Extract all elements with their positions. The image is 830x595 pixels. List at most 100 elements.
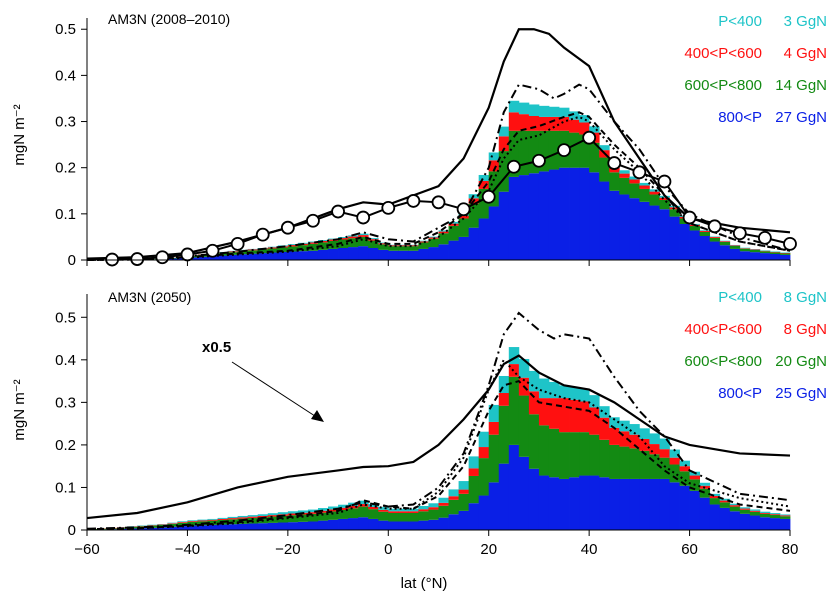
bar-segment [639, 450, 650, 479]
bar-segment [177, 522, 188, 523]
bar-segment [579, 134, 590, 168]
bar-segment [779, 515, 791, 517]
bar-segment [418, 520, 429, 530]
axes-top: 0 0.1 0.2 0.3 0.4 0.5 [55, 18, 791, 269]
bar-segment [619, 194, 630, 260]
bar-segment [639, 428, 650, 439]
bar-segment [599, 145, 610, 151]
bar-segment [629, 448, 640, 479]
bar-segment [468, 503, 480, 530]
bar-segment [207, 520, 218, 525]
bar-segment [518, 456, 530, 530]
bar-segment [328, 506, 339, 510]
bar-segment [759, 253, 771, 260]
bar-segment [609, 190, 620, 260]
bar-segment [498, 126, 510, 137]
bar-segment [769, 513, 781, 515]
legend-total: 8 GgN [784, 289, 827, 306]
bar-segment [518, 395, 530, 457]
bar-segment [267, 246, 279, 248]
observation-marker [255, 227, 270, 242]
bar-segment [418, 242, 429, 249]
bar-segment [548, 130, 560, 170]
bar-segment [589, 407, 600, 435]
observation-marker [331, 204, 345, 219]
bar-segment [438, 233, 449, 245]
bar-segment [629, 198, 640, 260]
bar-segment [478, 188, 490, 219]
bar-segment [378, 511, 389, 521]
bar-segment [167, 523, 178, 524]
bar-segment [338, 510, 349, 519]
bar-segment [569, 432, 580, 478]
bar-segment [659, 449, 670, 458]
bar-segment [488, 206, 500, 260]
bar-segment [167, 523, 178, 527]
bar-segment [739, 513, 751, 530]
bar-segment [167, 522, 178, 524]
observation-marker [130, 252, 145, 266]
bar-segment [217, 517, 228, 519]
x-tick-label: 0 [384, 541, 392, 558]
bar-segment [759, 511, 771, 513]
bar-segment [699, 230, 711, 231]
legend-top: P<400 3 GgN 400<P<600 4 GgN 600<P<800 14 GgN 8… [684, 13, 827, 126]
bar-segment [368, 518, 379, 530]
bar-segment [147, 527, 158, 530]
bar-segment [559, 478, 570, 530]
bar-segment [187, 522, 198, 526]
bar-segment [659, 200, 670, 210]
bar-segment [368, 240, 379, 248]
bar-segment [358, 500, 369, 505]
bar-segment [207, 256, 218, 260]
bar-segment [348, 238, 359, 248]
bar-segment [528, 130, 540, 174]
bar-segment [388, 508, 399, 512]
bar-segment [368, 248, 379, 260]
bar-segment [589, 172, 600, 260]
bar-segment [227, 516, 239, 519]
bar-segment [328, 240, 339, 249]
bar-segment [217, 518, 228, 520]
bar-segment [438, 497, 449, 503]
bar-segment [428, 503, 439, 508]
bar-segment [478, 458, 490, 496]
y-tick-label: 0.3 [55, 394, 76, 411]
bar-segment [277, 251, 289, 260]
bar-segment [468, 227, 480, 260]
bar-segment [418, 506, 429, 510]
bar-segment [358, 504, 369, 507]
bar-segment [508, 130, 520, 177]
observation-marker [155, 250, 170, 265]
bar-segment [579, 401, 590, 433]
bar-segment [749, 511, 761, 516]
y-axis-label-bottom: mgN m⁻² [11, 379, 28, 440]
bar-segment [709, 495, 721, 499]
bar-segment [719, 502, 731, 508]
bar-segment [247, 250, 259, 254]
bar-segment [378, 249, 389, 260]
bar-segment [167, 526, 178, 530]
bar-segment [749, 252, 761, 260]
bar-segment [498, 463, 510, 530]
bar-segment [488, 434, 500, 483]
bar-segment [709, 493, 721, 496]
bar-segment [438, 505, 449, 518]
x-tick-label: −40 [175, 541, 200, 558]
bar-segment [518, 358, 530, 378]
bar-segment [358, 235, 369, 237]
bar-segment [569, 399, 580, 433]
bar-segment [629, 424, 640, 435]
bar-segment [739, 508, 751, 510]
bar-segment [328, 248, 339, 260]
y-tick-label: 0.5 [55, 309, 76, 326]
bar-segment [307, 521, 319, 530]
bar-segment [508, 364, 520, 377]
y-tick-label: 0.2 [55, 437, 76, 454]
x-tick-label: 20 [480, 541, 497, 558]
line-dashed [86, 379, 791, 531]
bar-segment [348, 505, 359, 509]
bar-segment [358, 517, 369, 530]
bar-segment [388, 511, 399, 513]
bar-segment [237, 518, 249, 524]
